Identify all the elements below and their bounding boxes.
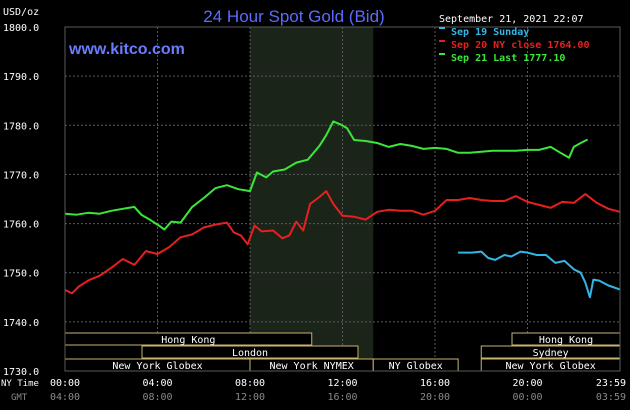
x-tick-label-ny: 16:00 (420, 378, 450, 389)
chart-title: 24 Hour Spot Gold (Bid) (203, 7, 384, 26)
x-tick-label-gmt: 12:00 (235, 392, 265, 403)
session-label: Hong Kong (539, 335, 593, 346)
session-label: NY Globex (389, 361, 443, 372)
currency-label: USD/oz (3, 7, 39, 18)
session-label: Hong Kong (161, 335, 215, 346)
x-tick-label-gmt: 00:00 (512, 392, 542, 403)
y-tick-label: 1750.0 (3, 269, 39, 280)
price-series (64, 120, 621, 299)
y-tick-label: 1800.0 (3, 23, 39, 34)
session-label: London (232, 348, 268, 359)
session-label: New York Globex (112, 361, 202, 372)
legend: Sep 19 Sunday Sep 20 NY close 1764.00 Se… (439, 27, 589, 64)
series-line (458, 250, 621, 299)
x-tick-label-gmt: 16:00 (327, 392, 357, 403)
x-axis-tick-labels: 00:00 04:00 04:00 08:00 08:00 12:00 12:00 16:00… (50, 378, 626, 403)
trading-sessions: Hong Kong Hong Kong London Sydney New York G… (64, 332, 621, 372)
x-tick-label-ny: 08:00 (235, 378, 265, 389)
legend-swatch-ny-close (439, 40, 445, 42)
x-tick-label-ny: 00:00 (50, 378, 80, 389)
y-tick-label: 1740.0 (3, 318, 39, 329)
y-tick-label: 1730.0 (3, 367, 39, 378)
y-tick-label: 1760.0 (3, 220, 39, 231)
plot-border (64, 26, 621, 372)
session-label: Sydney (533, 348, 569, 359)
gmt-axis-label: GMT (11, 393, 28, 403)
ny-time-axis-label: NY Time (1, 379, 39, 389)
y-tick-label: 1790.0 (3, 72, 39, 83)
datetime-label: September 21, 2021 22:07 (439, 14, 584, 25)
series-line (64, 120, 589, 231)
x-tick-label-gmt: 04:00 (50, 392, 80, 403)
x-tick-label-gmt: 03:59 (596, 392, 626, 403)
x-tick-label-ny: 20:00 (512, 378, 542, 389)
x-tick-label-ny: 12:00 (327, 378, 357, 389)
y-tick-label: 1780.0 (3, 121, 39, 132)
nymex-session-shading (250, 27, 374, 371)
x-tick-label-gmt: 20:00 (420, 392, 450, 403)
series-line (64, 190, 621, 295)
session-label: New York Globex (505, 361, 595, 372)
legend-item-ny-close: Sep 20 NY close 1764.00 (451, 40, 589, 51)
y-tick-label: 1770.0 (3, 170, 39, 181)
session-bar (141, 345, 359, 359)
x-tick-label-ny: 04:00 (142, 378, 172, 389)
legend-swatch-last (439, 53, 445, 55)
x-tick-label-gmt: 08:00 (142, 392, 172, 403)
x-tick-label-ny: 23:59 (596, 378, 626, 389)
website-watermark: www.kitco.com (68, 41, 185, 58)
session-label: New York NYMEX (269, 361, 353, 372)
y-axis-tick-labels: 1730.0 1740.0 1750.0 1760.0 1770.0 1780.0 1790… (3, 23, 39, 378)
legend-item-sunday: Sep 19 Sunday (451, 27, 529, 38)
legend-swatch-sunday (439, 27, 445, 29)
legend-item-last: Sep 21 Last 1777.10 (451, 53, 565, 64)
